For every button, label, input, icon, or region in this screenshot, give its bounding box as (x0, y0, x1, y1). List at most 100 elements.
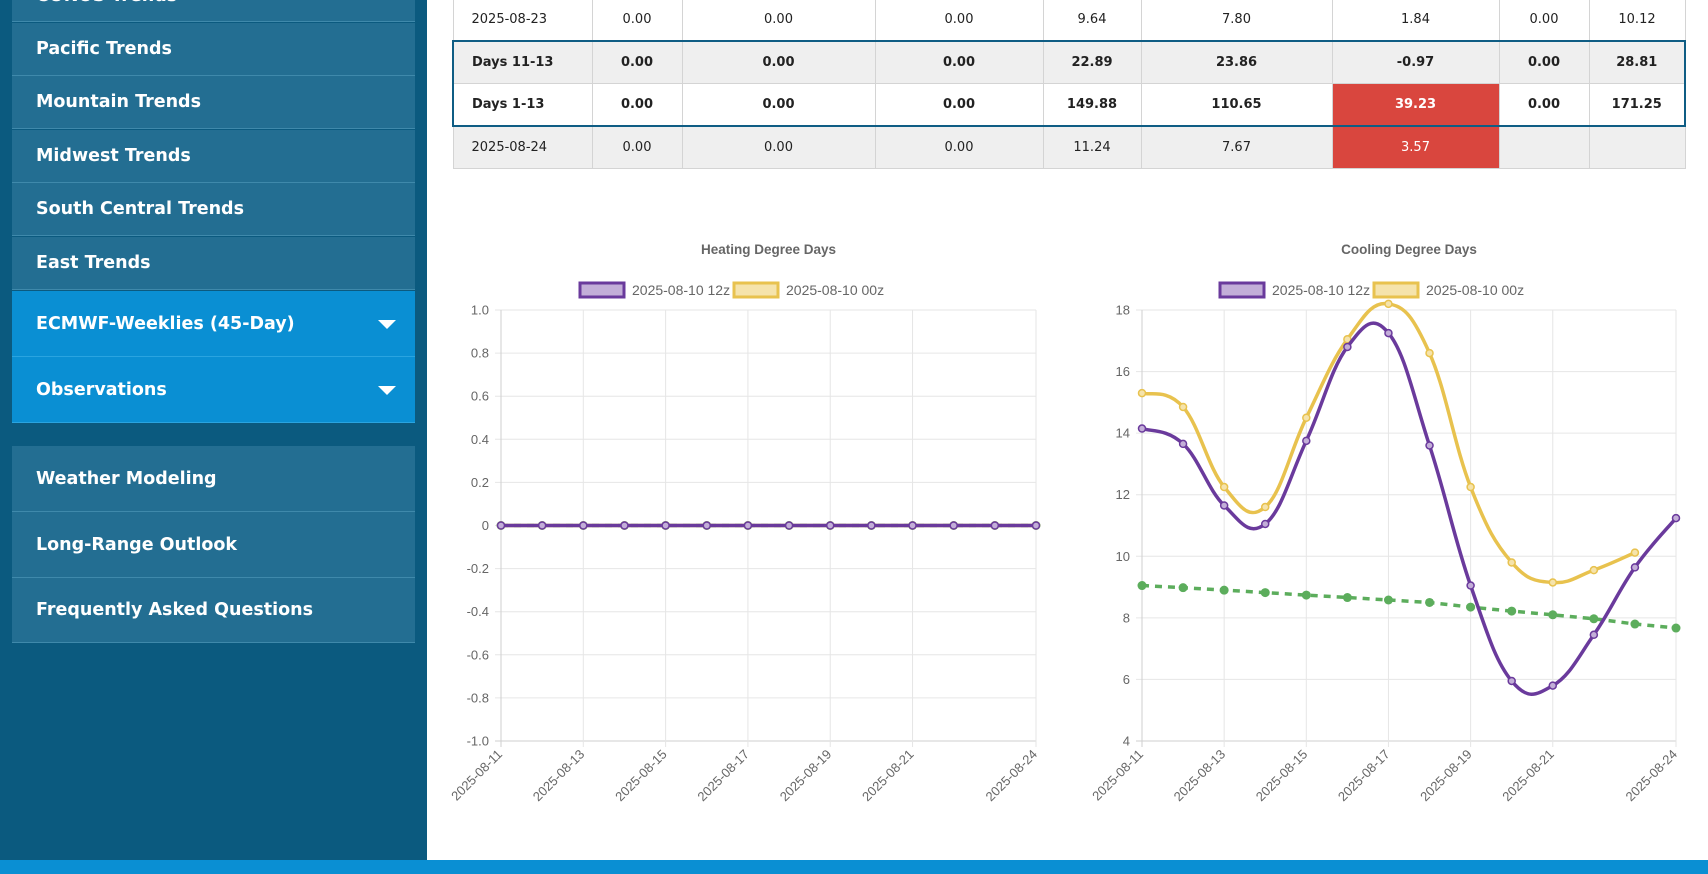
x-tick-label: 2025-08-21 (1499, 747, 1557, 805)
sidebar-item-observations[interactable]: Observations (12, 357, 415, 423)
caret-down-icon[interactable] (378, 385, 396, 395)
data-point[interactable] (1466, 602, 1476, 612)
data-point[interactable] (1178, 439, 1188, 449)
table-cell: 149.88 (1042, 83, 1142, 127)
sidebar-item-frequently-asked-questions[interactable]: Frequently Asked Questions (12, 578, 415, 643)
data-point[interactable] (1260, 502, 1270, 512)
row-label: 2025-08-24 (452, 125, 593, 169)
data-point[interactable] (1031, 521, 1041, 530)
data-point[interactable] (579, 521, 588, 530)
data-point[interactable] (1425, 348, 1434, 358)
series-line (1141, 583, 1677, 630)
sidebar-item-label: South Central Trends (36, 199, 244, 219)
data-point[interactable] (1342, 593, 1352, 603)
y-tick-label: 0.2 (471, 475, 489, 490)
data-point[interactable] (1548, 681, 1558, 690)
data-point[interactable] (1630, 619, 1640, 629)
sidebar-item-south-central-trends[interactable]: South Central Trends (12, 183, 415, 236)
table-cell: 0.00 (681, 0, 876, 42)
sidebar-item-label: Long-Range Outlook (36, 534, 238, 555)
data-point[interactable] (1466, 482, 1475, 492)
footer-bar (0, 860, 1708, 874)
legend-item[interactable]: 2025-08-10 00z (1372, 281, 1524, 299)
y-tick-label: 14 (1116, 426, 1130, 441)
data-point[interactable] (1507, 676, 1516, 686)
data-point[interactable] (1589, 630, 1599, 640)
data-point[interactable] (784, 521, 794, 530)
legend-item[interactable]: 2025-08-10 12z (1218, 281, 1370, 299)
data-point[interactable] (1589, 565, 1599, 575)
sidebar-item-mountain-trends[interactable]: Mountain Trends (12, 76, 415, 129)
table-cell: 0.00 (591, 40, 683, 84)
x-tick-label: 2025-08-15 (612, 747, 670, 805)
data-point[interactable] (620, 521, 629, 530)
table-cell: 0.00 (874, 0, 1044, 42)
data-point[interactable] (1384, 328, 1393, 338)
data-point[interactable] (743, 521, 753, 530)
sidebar-item-weather-modeling[interactable]: Weather Modeling (12, 446, 415, 512)
table-cell: 28.81 (1588, 40, 1686, 84)
sidebar-item-midwest-trends[interactable]: Midwest Trends (12, 130, 415, 183)
x-tick-label: 2025-08-11 (1089, 747, 1146, 804)
data-point[interactable] (1178, 583, 1188, 593)
data-point[interactable] (1425, 441, 1434, 450)
x-tick-label: 2025-08-24 (982, 747, 1040, 805)
data-point[interactable] (1507, 606, 1517, 616)
legend-item[interactable]: 2025-08-10 12z (578, 281, 730, 299)
table-cell: 0.00 (874, 83, 1044, 127)
data-point[interactable] (1548, 610, 1558, 620)
data-point[interactable] (1671, 513, 1681, 523)
caret-down-icon[interactable] (378, 319, 396, 329)
data-point[interactable] (661, 521, 670, 530)
data-point[interactable] (702, 521, 712, 530)
data-point[interactable] (1219, 585, 1229, 595)
table-cell: 0.00 (874, 40, 1044, 84)
data-point[interactable] (1548, 578, 1558, 587)
y-tick-label: -1.0 (467, 734, 489, 749)
y-tick-label: 0 (482, 518, 489, 533)
data-point[interactable] (1137, 424, 1147, 433)
legend-label: 2025-08-10 12z (1272, 282, 1370, 298)
data-point[interactable] (1589, 614, 1599, 624)
data-point[interactable] (1507, 558, 1516, 567)
data-point[interactable] (1630, 563, 1640, 572)
data-point[interactable] (1671, 623, 1681, 633)
data-point[interactable] (1384, 299, 1393, 309)
sidebar-item-long-range-outlook[interactable]: Long-Range Outlook (12, 512, 415, 578)
data-point[interactable] (1178, 402, 1188, 412)
data-point[interactable] (1343, 342, 1352, 352)
data-point[interactable] (1302, 436, 1311, 446)
data-point[interactable] (949, 521, 958, 530)
data-point[interactable] (1137, 388, 1147, 398)
data-point[interactable] (867, 521, 876, 530)
table-cell (1498, 125, 1590, 169)
sidebar-item-east-trends[interactable]: East Trends (12, 237, 415, 290)
sidebar-item-conus-trends[interactable]: CONUS Trends (12, 0, 415, 22)
data-point[interactable] (1425, 597, 1435, 607)
legend-item[interactable]: 2025-08-10 00z (732, 281, 884, 299)
table-cell: 3.57 (1331, 125, 1500, 169)
x-tick-label: 2025-08-19 (1417, 747, 1475, 805)
data-point[interactable] (537, 521, 547, 530)
data-point[interactable] (1219, 482, 1229, 492)
data-point[interactable] (825, 521, 835, 530)
data-point[interactable] (1383, 595, 1393, 605)
sidebar-item-label: ECMWF-Weeklies (45-Day) (36, 313, 295, 334)
data-point[interactable] (1219, 501, 1229, 510)
sidebar-item-ecmwf-weeklies-45-day[interactable]: ECMWF-Weeklies (45-Day) (12, 291, 415, 357)
sidebar-item-pacific-trends[interactable]: Pacific Trends (12, 23, 415, 76)
data-point[interactable] (990, 521, 1000, 530)
data-point[interactable] (1302, 413, 1311, 422)
legend-label: 2025-08-10 12z (632, 282, 730, 298)
row-label: Days 1-13 (452, 83, 593, 127)
data-point[interactable] (1260, 588, 1270, 598)
data-point[interactable] (1630, 548, 1640, 557)
data-point[interactable] (1137, 581, 1147, 591)
data-point[interactable] (908, 521, 917, 530)
table-cell (1588, 125, 1686, 169)
degree-days-table: 2025-08-23 0.00 0.00 0.00 9.64 7.80 1.84 0.00 10… (452, 0, 1686, 169)
data-point[interactable] (1301, 590, 1311, 600)
data-point[interactable] (496, 521, 506, 530)
data-point[interactable] (1260, 519, 1270, 529)
data-point[interactable] (1466, 581, 1475, 590)
